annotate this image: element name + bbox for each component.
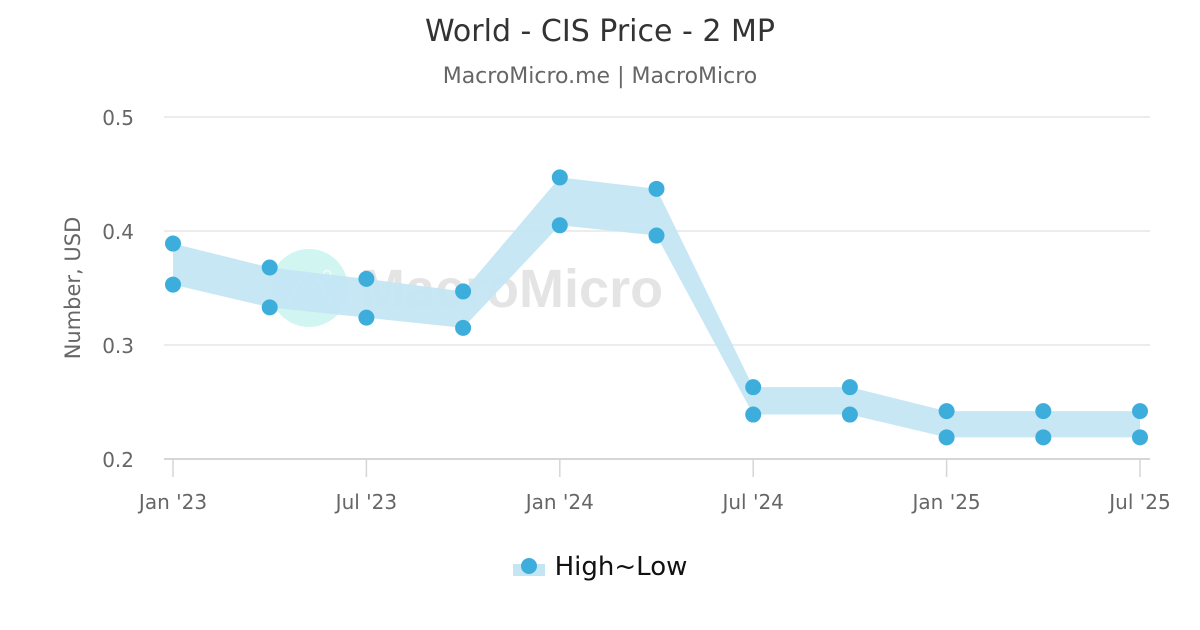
data-point-high[interactable]: [745, 379, 762, 396]
data-point-high[interactable]: [551, 169, 568, 186]
data-point-low[interactable]: [745, 406, 762, 423]
y-axis-label: Number, USD: [61, 217, 85, 360]
data-point-low[interactable]: [938, 429, 955, 446]
x-tick-label: Jul '23: [334, 490, 397, 514]
data-points: [165, 169, 1148, 446]
data-point-low[interactable]: [165, 276, 181, 293]
data-point-low[interactable]: [648, 227, 665, 244]
data-point-low[interactable]: [1132, 429, 1148, 446]
y-tick-label: 0.3: [102, 334, 134, 358]
data-point-low[interactable]: [455, 319, 472, 336]
data-point-high[interactable]: [938, 403, 955, 420]
data-point-low[interactable]: [841, 406, 858, 423]
x-tick-label: Jul '24: [720, 490, 783, 514]
legend-label: High~Low: [554, 552, 688, 582]
data-point-low[interactable]: [1035, 429, 1052, 446]
data-point-low[interactable]: [551, 217, 568, 234]
legend: High~Low: [0, 552, 1200, 582]
data-point-high[interactable]: [841, 379, 858, 396]
y-tick-label: 0.5: [102, 106, 134, 130]
chart-title: World - CIS Price - 2 MP: [425, 14, 775, 49]
x-tick-label: Jan '23: [137, 490, 207, 514]
x-axis: Jan '23 Jul '23 Jan '24 Jul '24 Jan '25 Jul '…: [137, 459, 1171, 514]
data-point-high[interactable]: [261, 259, 278, 276]
y-axis-ticks: 0.2 0.3 0.4 0.5: [102, 106, 134, 472]
data-point-high[interactable]: [1132, 403, 1148, 420]
x-tick-label: Jan '24: [524, 490, 594, 514]
data-point-high[interactable]: [455, 283, 472, 300]
chart-subtitle: MacroMicro.me | MacroMicro: [442, 64, 758, 89]
y-tick-label: 0.4: [102, 220, 134, 244]
data-point-high[interactable]: [648, 180, 665, 197]
x-tick-label: Jul '25: [1107, 490, 1170, 514]
y-tick-label: 0.2: [102, 448, 134, 472]
data-point-low[interactable]: [358, 309, 375, 326]
legend-item-high-low[interactable]: High~Low: [512, 552, 688, 582]
data-point-low[interactable]: [261, 299, 278, 316]
data-point-high[interactable]: [1035, 403, 1052, 420]
data-point-high[interactable]: [165, 235, 181, 252]
x-tick-label: Jan '25: [911, 490, 981, 514]
legend-symbol-icon: [512, 556, 545, 578]
data-point-high[interactable]: [358, 270, 375, 287]
